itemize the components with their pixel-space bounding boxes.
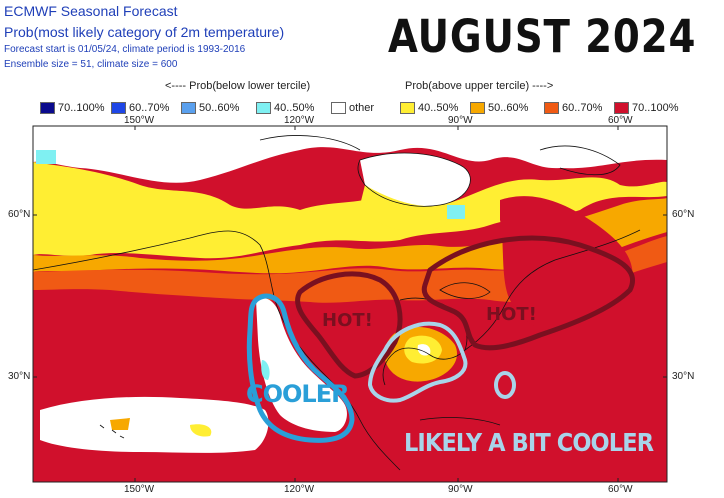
legend-below-heading: <---- Prob(below lower tercile) — [165, 80, 311, 92]
lon-tick-bottom: 90°W — [448, 484, 473, 495]
legend-item: 40..50% — [400, 101, 458, 115]
legend-item: other — [331, 101, 374, 115]
legend-item: 50..60% — [470, 101, 528, 115]
month-title: AUGUST 2024 — [388, 10, 697, 63]
west-coast-cool-patch — [256, 298, 347, 432]
likely-cooler-label: LIKELY A BIT COOLER — [404, 428, 654, 457]
caribbean-cool-outline — [494, 371, 516, 399]
legend-item: 40..50% — [256, 101, 314, 115]
lat-tick-right: 60°N — [672, 209, 695, 220]
legend-item: 50..60% — [181, 101, 239, 115]
forecast-start-info: Forecast start is 01/05/24, climate peri… — [4, 44, 246, 55]
legend-label: 50..60% — [488, 102, 529, 114]
lon-tick-bottom: 60°W — [608, 484, 633, 495]
legend-label: 40..50% — [274, 102, 315, 114]
lon-tick-bottom: 120°W — [284, 484, 315, 495]
legend-swatch — [400, 102, 415, 114]
legend-swatch — [111, 102, 126, 114]
legend-swatch — [331, 102, 346, 114]
lon-tick-top: 60°W — [608, 115, 633, 126]
cooler-label: COOLER — [246, 380, 350, 408]
gulf-cool-outline — [368, 321, 468, 403]
forecast-variable-title: Prob(most likely category of 2m temperat… — [4, 24, 285, 40]
legend-item: 70..100% — [614, 101, 678, 115]
pacific-white-patch — [40, 396, 269, 453]
arctic-white-region — [33, 126, 667, 183]
ensemble-info: Ensemble size = 51, climate size = 600 — [4, 59, 178, 70]
cooler-outline — [246, 293, 355, 443]
lon-tick-top: 120°W — [284, 115, 315, 126]
hot-east-outline — [421, 235, 635, 351]
legend-item: 60..70% — [111, 101, 169, 115]
legend-label: 60..70% — [129, 102, 170, 114]
legend-item: 60..70% — [544, 101, 602, 115]
lon-tick-bottom: 150°W — [124, 484, 155, 495]
lat-tick-left: 30°N — [8, 371, 31, 382]
hot-east-label: HOT! — [486, 304, 537, 325]
legend-label: 50..60% — [199, 102, 240, 114]
legend-swatch — [256, 102, 271, 114]
legend-above-heading: Prob(above upper tercile) ----> — [405, 80, 554, 92]
legend-item: 70..100% — [40, 101, 104, 115]
legend-swatch — [544, 102, 559, 114]
map-frame — [32, 125, 668, 483]
legend-swatch — [181, 102, 196, 114]
legend-swatch — [614, 102, 629, 114]
lat-tick-left: 60°N — [8, 209, 31, 220]
legend-label: 70..100% — [632, 102, 679, 114]
lon-tick-top: 150°W — [124, 115, 155, 126]
legend-label: other — [349, 102, 375, 114]
legend-label: 40..50% — [418, 102, 459, 114]
hot-west-outline — [295, 271, 403, 379]
lon-tick-top: 90°W — [448, 115, 473, 126]
legend-label: 70..100% — [58, 102, 105, 114]
yellow-band — [33, 162, 667, 259]
legend-label: 60..70% — [562, 102, 603, 114]
forecast-source-title: ECMWF Seasonal Forecast — [4, 3, 178, 19]
lat-tick-right: 30°N — [672, 371, 695, 382]
legend-swatch — [40, 102, 55, 114]
legend-swatch — [470, 102, 485, 114]
hot-west-label: HOT! — [322, 310, 373, 331]
